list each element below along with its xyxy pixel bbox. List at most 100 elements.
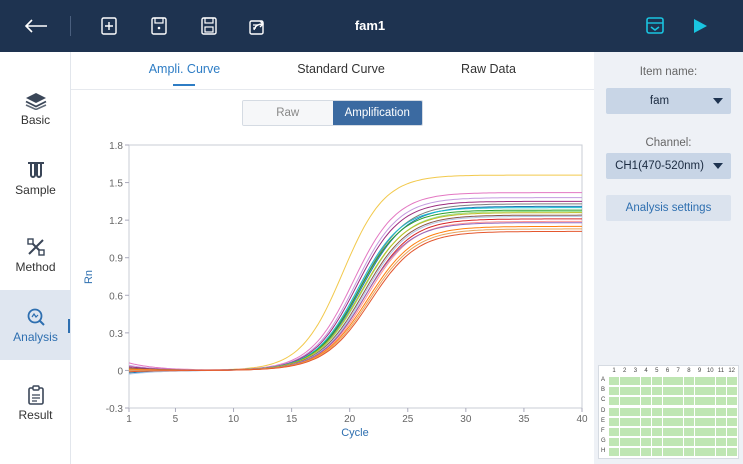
- plate-well[interactable]: [705, 417, 716, 426]
- save-icon[interactable]: [195, 12, 223, 40]
- plate-well[interactable]: [683, 428, 694, 436]
- tab-standard-curve[interactable]: Standard Curve: [297, 62, 385, 76]
- plate-well[interactable]: [673, 377, 684, 385]
- sidebar-item-sample[interactable]: Sample: [0, 144, 71, 214]
- plate-well[interactable]: [716, 448, 726, 457]
- plate-well[interactable]: [619, 417, 630, 426]
- plate-well[interactable]: [630, 377, 641, 385]
- plate-well[interactable]: [694, 377, 705, 385]
- analysis-settings-button[interactable]: Analysis settings: [606, 195, 731, 221]
- plate-well[interactable]: [716, 428, 726, 436]
- plate-well[interactable]: [694, 407, 705, 416]
- plate-well[interactable]: [609, 407, 619, 416]
- plate-well[interactable]: [705, 448, 716, 457]
- plate-well[interactable]: [641, 377, 652, 385]
- plate-well[interactable]: [609, 377, 619, 385]
- plate-well[interactable]: [716, 438, 726, 447]
- plate-well[interactable]: [609, 438, 619, 447]
- plate-well[interactable]: [694, 438, 705, 447]
- plate-well[interactable]: [726, 397, 737, 406]
- plate-well[interactable]: [694, 428, 705, 436]
- plate-well[interactable]: [619, 407, 630, 416]
- plate-well[interactable]: [694, 417, 705, 426]
- plate-well[interactable]: [609, 387, 619, 396]
- new-file-icon[interactable]: [95, 12, 123, 40]
- channel-select[interactable]: CH1(470-520nm): [606, 153, 731, 179]
- plate-well[interactable]: [726, 438, 737, 447]
- plate-well[interactable]: [641, 438, 652, 447]
- plate-well[interactable]: [641, 448, 652, 457]
- plate-well[interactable]: [662, 397, 673, 406]
- sidebar-item-result[interactable]: Result: [0, 368, 71, 438]
- plate-well[interactable]: [716, 407, 726, 416]
- plate-well[interactable]: [662, 417, 673, 426]
- open-file-icon[interactable]: [145, 12, 173, 40]
- plate-well[interactable]: [662, 377, 673, 385]
- plate-well[interactable]: [651, 387, 662, 396]
- plate-well[interactable]: [662, 387, 673, 396]
- plate-well[interactable]: [726, 377, 737, 385]
- sidebar-item-analysis[interactable]: Analysis: [0, 290, 71, 360]
- tab-raw-data[interactable]: Raw Data: [461, 62, 516, 76]
- plate-well[interactable]: [619, 438, 630, 447]
- plate-well[interactable]: [630, 417, 641, 426]
- plate-well[interactable]: [726, 428, 737, 436]
- plate-well[interactable]: [705, 428, 716, 436]
- raw-toggle-button[interactable]: Raw: [243, 101, 333, 125]
- plate-well[interactable]: [683, 397, 694, 406]
- plate-well[interactable]: [651, 417, 662, 426]
- tab-ampli-curve[interactable]: Ampli. Curve: [148, 62, 221, 76]
- plate-well[interactable]: [683, 448, 694, 457]
- plate-well[interactable]: [716, 417, 726, 426]
- plate-well[interactable]: [726, 407, 737, 416]
- plate-well[interactable]: [630, 428, 641, 436]
- plate-well[interactable]: [694, 448, 705, 457]
- plate-well[interactable]: [619, 428, 630, 436]
- plate-well[interactable]: [683, 438, 694, 447]
- plate-well[interactable]: [630, 397, 641, 406]
- plate-well[interactable]: [716, 387, 726, 396]
- plate-well[interactable]: [673, 397, 684, 406]
- plate-well[interactable]: [726, 417, 737, 426]
- plate-well[interactable]: [641, 407, 652, 416]
- plate-well[interactable]: [641, 387, 652, 396]
- item-name-select[interactable]: fam: [606, 88, 731, 114]
- plate-well[interactable]: [651, 438, 662, 447]
- plate-well[interactable]: [662, 407, 673, 416]
- plate-well[interactable]: [641, 428, 652, 436]
- plate-well[interactable]: [641, 397, 652, 406]
- plate-well[interactable]: [619, 397, 630, 406]
- plate-well[interactable]: [683, 387, 694, 396]
- plate-well[interactable]: [694, 397, 705, 406]
- plate-well[interactable]: [619, 387, 630, 396]
- sidebar-item-basic[interactable]: Basic: [0, 74, 71, 144]
- plate-well[interactable]: [609, 448, 619, 457]
- plate-well[interactable]: [630, 438, 641, 447]
- plate-well[interactable]: [705, 387, 716, 396]
- plate-well[interactable]: [673, 417, 684, 426]
- plate-well[interactable]: [651, 397, 662, 406]
- plate-well[interactable]: [630, 448, 641, 457]
- plate-well[interactable]: [630, 407, 641, 416]
- plate-well[interactable]: [673, 407, 684, 416]
- plate-well[interactable]: [609, 397, 619, 406]
- plate-well[interactable]: [662, 428, 673, 436]
- plate-well[interactable]: [705, 377, 716, 385]
- plate-well[interactable]: [609, 428, 619, 436]
- plate-well[interactable]: [609, 417, 619, 426]
- plate-well[interactable]: [726, 448, 737, 457]
- plate-well[interactable]: [683, 377, 694, 385]
- sidebar-item-method[interactable]: Method: [0, 220, 71, 290]
- plate-well[interactable]: [683, 407, 694, 416]
- plate-well[interactable]: [662, 448, 673, 457]
- plate-well[interactable]: [673, 438, 684, 447]
- run-icon[interactable]: [686, 12, 714, 40]
- plate-well[interactable]: [651, 428, 662, 436]
- plate-well[interactable]: [673, 428, 684, 436]
- plate-well[interactable]: [716, 377, 726, 385]
- plate-well[interactable]: [673, 387, 684, 396]
- plate-well[interactable]: [630, 387, 641, 396]
- plate-well[interactable]: [641, 417, 652, 426]
- amplification-toggle-button[interactable]: Amplification: [332, 101, 422, 125]
- report-icon[interactable]: [641, 12, 669, 40]
